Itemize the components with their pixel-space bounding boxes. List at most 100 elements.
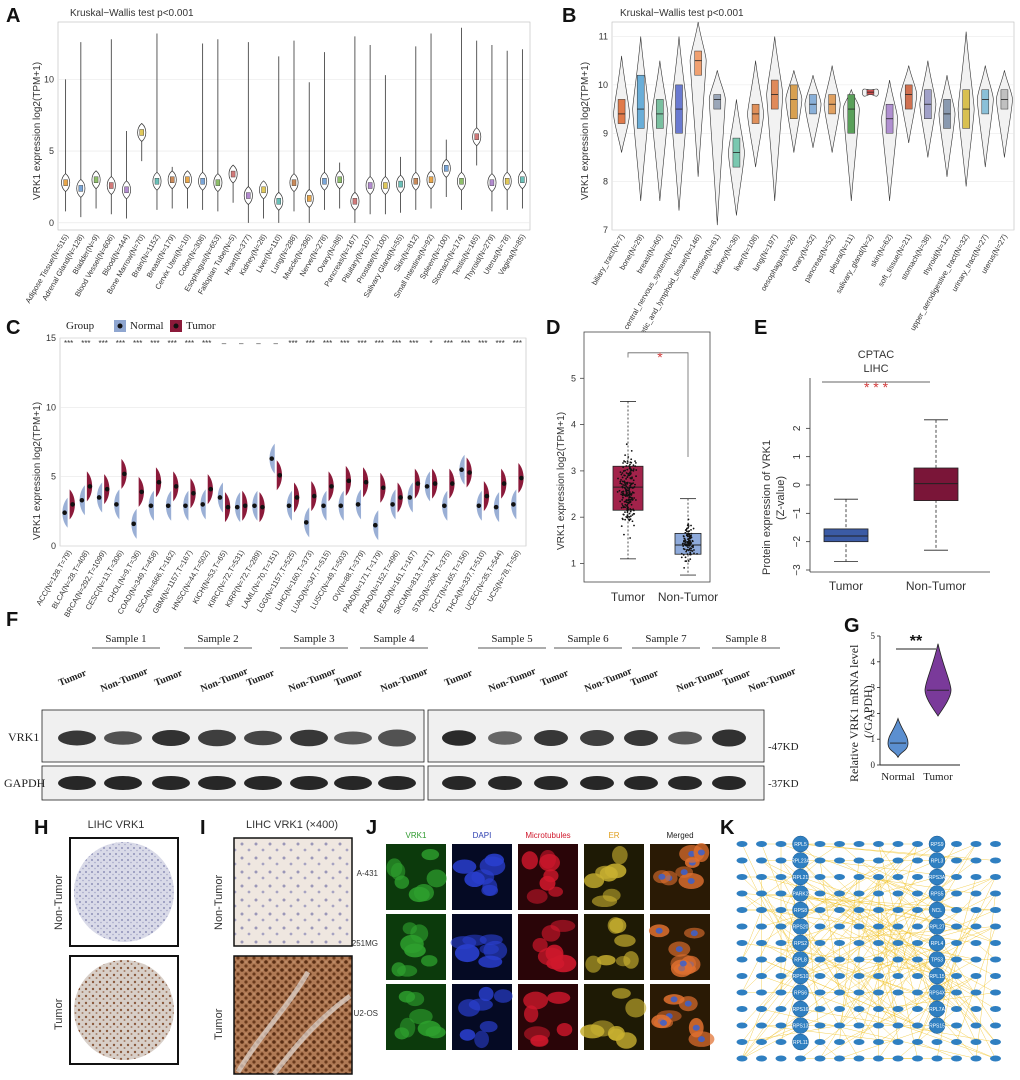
network-node [834, 1055, 845, 1062]
network-node [775, 923, 787, 930]
network-node [792, 918, 809, 935]
jitter-point [625, 491, 628, 494]
violin-box [520, 176, 525, 183]
nucleus-blob [655, 927, 663, 934]
jitter-point [630, 503, 633, 506]
panel-e-title2: LIHC [863, 363, 888, 375]
network-node [951, 874, 962, 880]
network-node [873, 874, 884, 880]
network-node [892, 890, 904, 897]
network-node [775, 940, 787, 946]
nucleus-blob [659, 1019, 667, 1026]
significance-mark: * [430, 339, 433, 348]
network-node [928, 835, 946, 853]
cell-blob [530, 1035, 548, 1047]
network-node [775, 1055, 787, 1062]
ihc-h-tumor-core [74, 960, 174, 1060]
network-edge [780, 942, 957, 1010]
network-node [951, 841, 962, 847]
jitter-point [629, 515, 632, 518]
violin-tumor-median [70, 502, 75, 507]
network-node [912, 989, 923, 996]
network-node [853, 989, 865, 996]
network-edge [975, 893, 996, 1059]
jitter-point [628, 519, 631, 522]
jitter-point [631, 476, 633, 479]
network-edge [741, 843, 840, 911]
network-edge [741, 942, 957, 977]
network-edge [897, 975, 957, 1010]
network-edge [819, 860, 840, 993]
y-tick-label: 5 [49, 146, 54, 156]
network-node [814, 907, 826, 913]
network-edge [917, 992, 938, 1043]
violin-body [976, 65, 994, 168]
jitter-point [621, 498, 624, 501]
network-node [853, 1006, 865, 1012]
y-tick-label: 11 [599, 32, 608, 42]
lane-label: Tumor [333, 667, 365, 688]
jitter-point [626, 462, 629, 465]
significance-mark: *** [64, 339, 73, 348]
jitter-point [690, 534, 692, 537]
panel-e-label: E [754, 317, 767, 339]
network-edge [741, 876, 879, 1026]
significance-mark: *** [478, 339, 487, 348]
network-node-label: RPS6 [794, 991, 807, 997]
violin-normal-median [459, 467, 464, 473]
blot-band-vrk1 [334, 731, 372, 745]
network-node [853, 973, 865, 979]
blot-band-vrk1 [152, 730, 190, 746]
network-node [873, 923, 884, 930]
violin-box [474, 133, 479, 140]
network-node [928, 901, 946, 919]
significance-mark: *** [357, 339, 366, 348]
network-node [892, 940, 904, 946]
sample-label: Sample 2 [197, 633, 238, 645]
panel-g-ylabel: Relative VRK1 mRNA level [847, 644, 861, 782]
jitter-point [620, 493, 623, 496]
network-edge [741, 893, 996, 911]
network-node [912, 1055, 923, 1062]
cell-blob [394, 875, 410, 889]
network-node [970, 923, 982, 930]
network-node [853, 841, 865, 847]
jitter-point [626, 486, 629, 489]
y-tick-label: 9 [603, 128, 608, 138]
cell-blob [521, 851, 538, 870]
jitter-point [617, 477, 619, 480]
network-node [912, 1039, 923, 1045]
jitter-point [690, 532, 693, 535]
violin-tumor-median [139, 489, 144, 495]
network-node [853, 874, 865, 880]
network-node [951, 1022, 962, 1029]
cell-blob [532, 937, 548, 953]
significance-mark: *** [116, 339, 125, 348]
violin-tumor-median [363, 479, 369, 485]
violin-normal-median [234, 504, 240, 510]
violin-box [337, 176, 342, 183]
network-node [775, 874, 787, 880]
panel-f-samples: Sample 1 Sample 2 Sample 3 Sample 4 Sample 5… [92, 633, 780, 649]
network-node [951, 907, 962, 913]
network-node [928, 885, 946, 902]
violin-tumor-median [242, 503, 248, 509]
network-edge [761, 942, 918, 993]
network-node [814, 973, 826, 979]
ihc-h-nontumor-core [74, 842, 174, 942]
network-node [736, 1022, 748, 1029]
jitter-point [686, 524, 689, 527]
network-node [834, 857, 845, 864]
jitter-point [687, 546, 689, 549]
network-node [814, 923, 826, 930]
network-node [892, 923, 904, 930]
panel-e-ylabel: Protein expression of VRK1 [761, 440, 773, 575]
cell-blob [391, 962, 406, 977]
network-node-label: RPL7A [929, 1007, 946, 1013]
violin-normal-median [372, 522, 378, 528]
cell-blob [523, 991, 549, 1010]
violin-box [322, 178, 327, 185]
jitter-point [631, 520, 634, 523]
panel-a: A Kruskal−Wallis test p<0.001 VRK1 expre… [6, 5, 531, 305]
y-tick-label: 5 [571, 373, 576, 383]
